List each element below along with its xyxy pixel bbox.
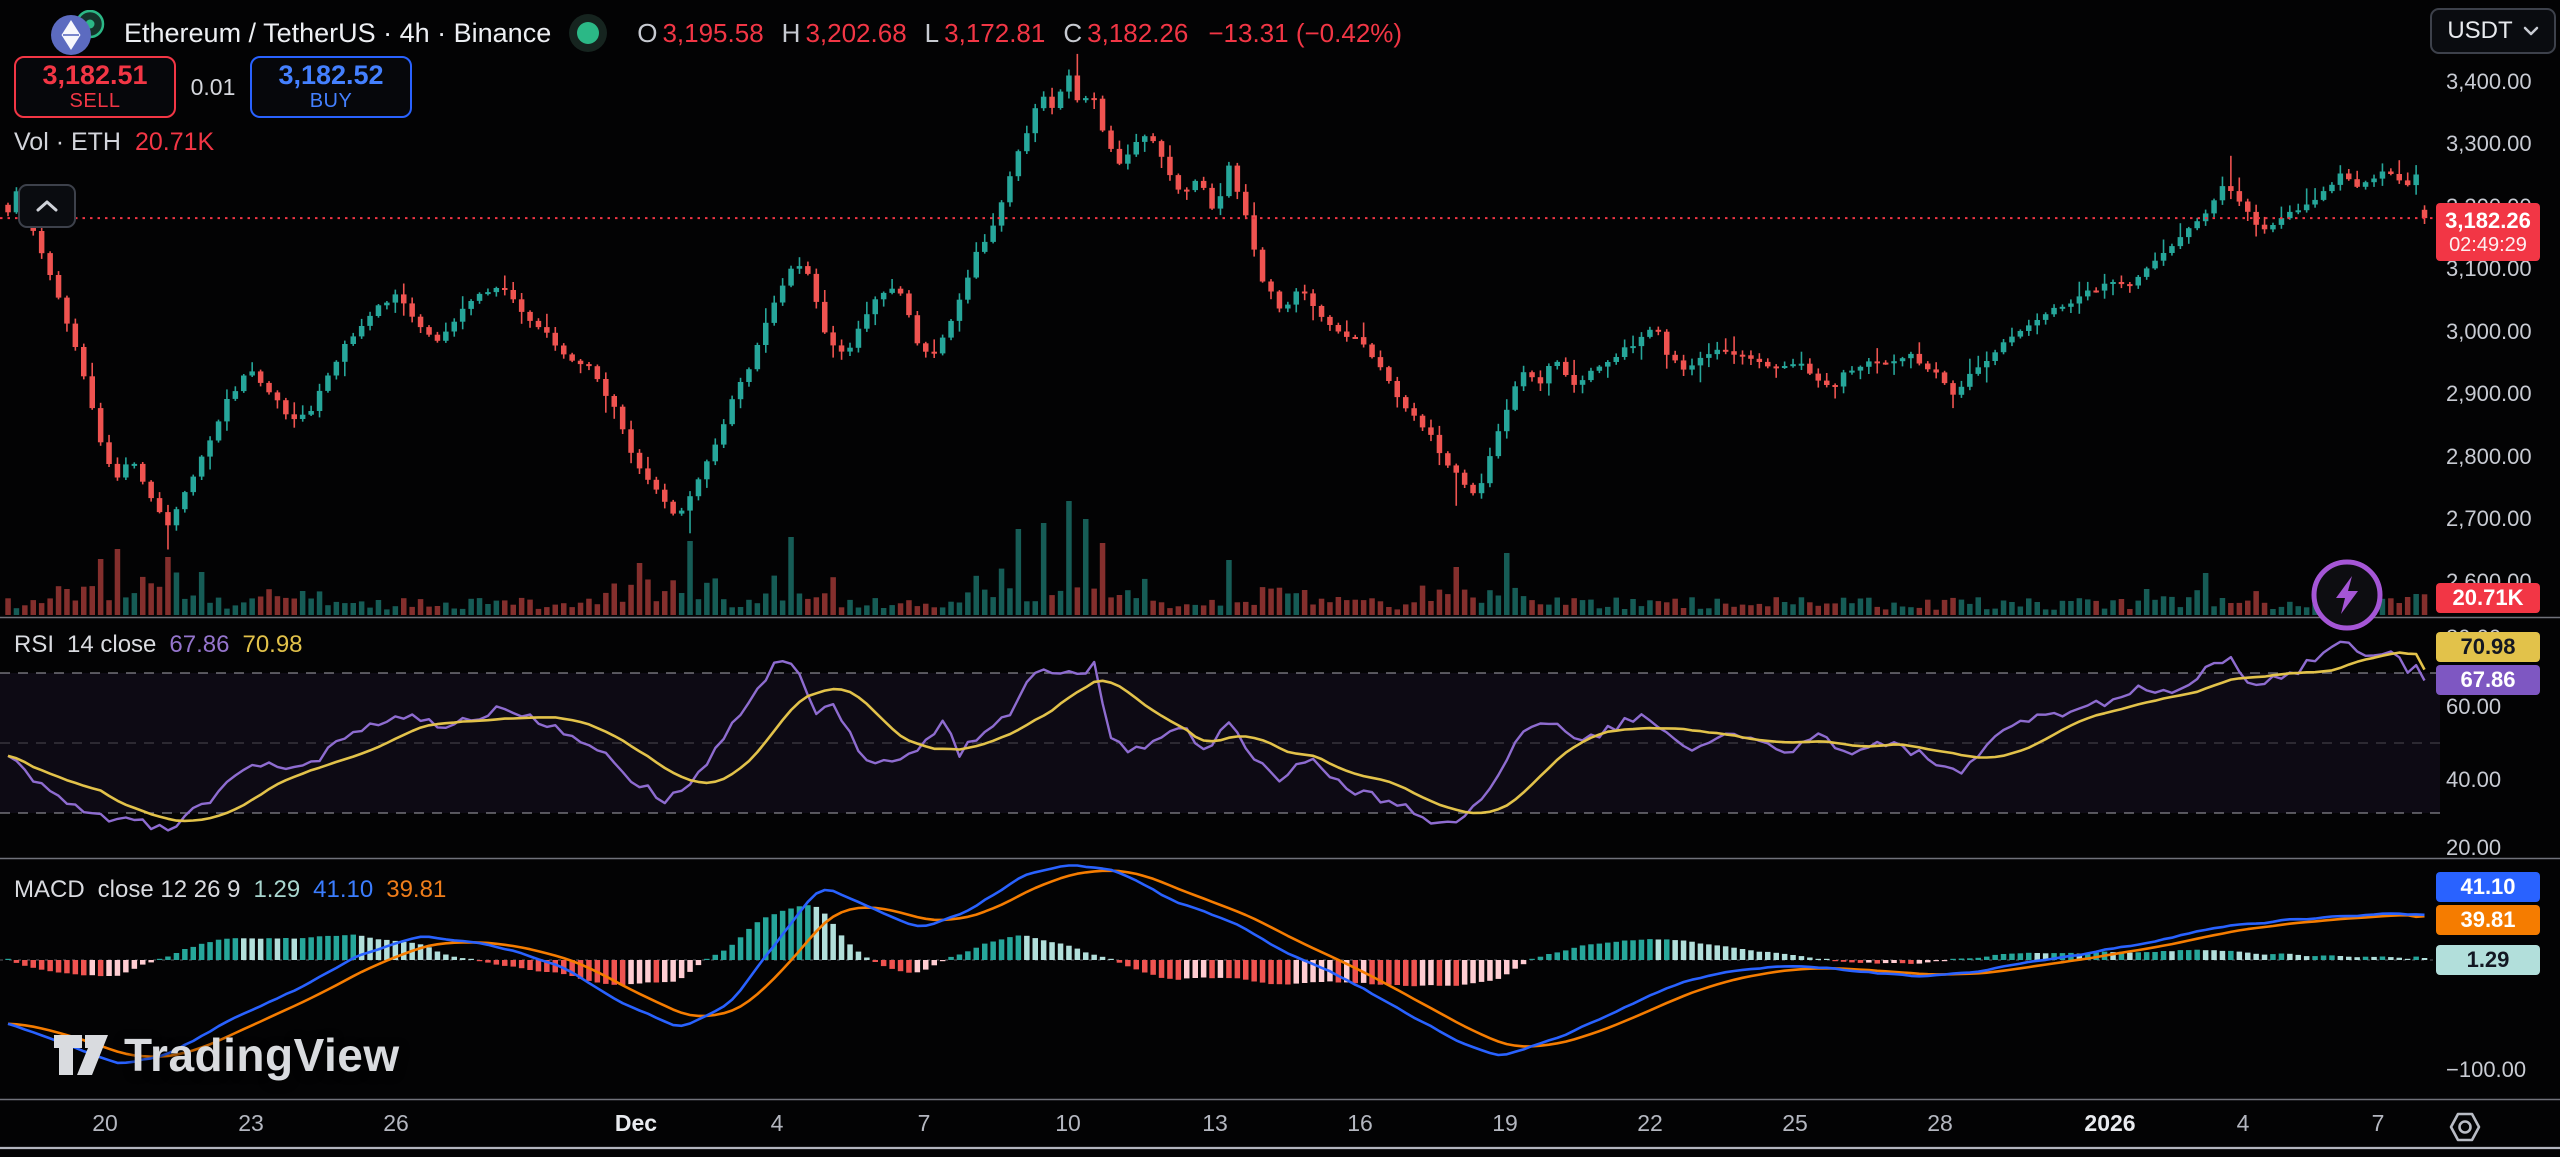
eth-usdt-pair-icon [51,10,105,55]
volume-value: 20.71K [134,128,215,156]
time-axis-label: 7 [917,1110,931,1136]
chevron-up-icon [36,200,58,212]
sell-button[interactable]: 3,182.51 SELL [14,56,176,118]
close-label: C [1063,17,1083,48]
currency-dropdown[interactable]: USDT [2430,8,2556,54]
macd-line-value: 41.10 [313,876,374,903]
chevron-down-icon [2523,26,2538,36]
macd-chip: 41.10 [2436,872,2540,902]
high-value: 3,202.68 [805,17,907,48]
currency-label: USDT [2447,17,2513,44]
buy-label: BUY [309,90,353,112]
buy-price: 3,182.52 [278,60,384,90]
last-price-chip: 3,182.26 02:49:29 [2436,203,2540,261]
indicator-levels [0,672,2440,961]
change-value: −13.31 (−0.42%) [1208,17,1403,48]
macd-hist-value: 1.29 [253,876,301,903]
collapse-pane-button[interactable] [18,184,76,228]
bar-countdown: 02:49:29 [2449,233,2527,256]
symbol-title[interactable]: Ethereum / TetherUS · 4h · Binance [124,17,552,48]
time-axis-label: 19 [1492,1110,1518,1136]
rsi-params: 14 close [67,631,157,658]
rsi-band [0,673,2440,813]
gear-icon [2449,1112,2481,1142]
volume-bars [5,501,2428,615]
low-value: 3,172.81 [944,17,1046,48]
price-axis-label: 3,000.00 [2446,319,2532,344]
rsi-ma-value: 70.98 [242,631,303,658]
volume-chip: 20.71K [2436,583,2540,613]
open-value: 3,195.58 [662,17,764,48]
open-label: O [637,17,658,48]
rsi-title[interactable]: RSI [14,631,55,658]
time-axis-label: 7 [2371,1110,2385,1136]
price-axis-label: 2,900.00 [2446,381,2532,406]
time-axis-label: 2026 [2084,1110,2136,1136]
macd-chip: 39.81 [2436,905,2540,935]
volume-legend: Vol · ETH 20.71K [14,128,214,157]
macd-histogram [5,905,2428,987]
tradingview-watermark: TradingView [52,1028,400,1082]
time-axis-label: 22 [1637,1110,1663,1136]
time-axis-label: 13 [1202,1110,1228,1136]
time-axis-label: 16 [1347,1110,1373,1136]
sell-price: 3,182.51 [42,60,148,90]
rsi-axis-label: 60.00 [2446,694,2502,719]
lightning-icon [2311,559,2383,631]
time-axis-label: 4 [2236,1110,2250,1136]
macd-title[interactable]: MACD [14,876,85,903]
price-axis-label: 3,400.00 [2446,69,2532,94]
candles [5,53,2428,550]
low-label: L [924,17,940,48]
timescale-settings-button[interactable] [2442,1104,2488,1150]
trade-panel: 3,182.51 SELL 0.01 3,182.52 BUY [14,56,412,118]
price-axis-label: 2,700.00 [2446,506,2532,531]
time-axis-label: 26 [383,1110,409,1136]
symbol-header: Ethereum / TetherUS · 4h · Binance O 3,19… [50,10,1402,56]
price-axis-label: 3,300.00 [2446,131,2532,156]
macd-legend: MACD close 12 26 9 1.29 41.10 39.81 [14,876,446,904]
close-value: 3,182.26 [1087,17,1189,48]
buy-button[interactable]: 3,182.52 BUY [250,56,412,118]
macd-chip: 1.29 [2436,945,2540,975]
rsi-legend: RSI 14 close 67.86 70.98 [14,631,303,659]
time-axis-label: 4 [770,1110,784,1136]
price-axis-label: 2,800.00 [2446,444,2532,469]
rsi-chip: 67.86 [2436,665,2540,695]
macd-signal-value: 39.81 [386,876,447,903]
market-status-dot[interactable] [577,22,600,44]
high-label: H [781,17,801,48]
pane-separators [0,616,2560,1150]
rsi-axis-label: 20.00 [2446,835,2502,860]
rsi-axis-label: 40.00 [2446,767,2502,792]
instant-trading-button[interactable] [2308,556,2386,634]
indicator-lines [7,640,2426,1065]
tradingview-watermark-text: TradingView [124,1029,400,1081]
time-axis-label: 10 [1055,1110,1081,1136]
sell-label: SELL [69,90,121,112]
volume-label[interactable]: Vol · ETH [14,128,121,156]
rsi-chip: 70.98 [2436,632,2540,662]
time-axis-label: 23 [238,1110,264,1136]
spread-value: 0.01 [190,73,236,100]
tradingview-logo-icon [54,1035,108,1075]
time-axis-label: 28 [1927,1110,1953,1136]
rsi-value: 67.86 [169,631,230,658]
time-axis-label: Dec [614,1110,658,1136]
time-axis-label: 25 [1782,1110,1808,1136]
macd-axis-label: −100.00 [2446,1057,2527,1082]
ohlc-readout: O 3,195.58 H 3,202.68 L 3,172.81 C 3,182.26 … [625,18,1402,49]
time-axis-label: 20 [92,1110,118,1136]
macd-params: close 12 26 9 [97,876,241,903]
last-price-value: 3,182.26 [2445,207,2531,233]
